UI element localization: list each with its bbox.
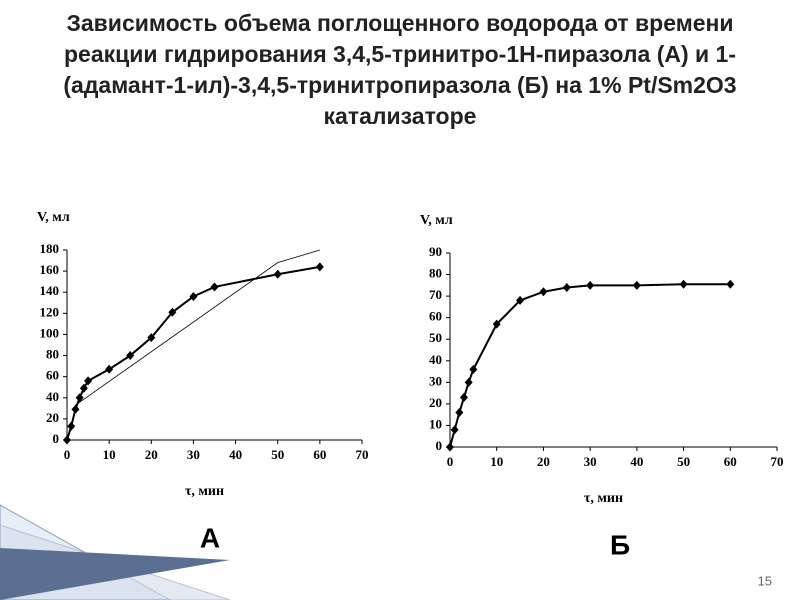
x-tick-label: 60 xyxy=(724,454,737,469)
data-point xyxy=(71,404,80,414)
x-tick-label: 70 xyxy=(356,447,369,462)
series-line xyxy=(75,249,320,406)
data-point xyxy=(168,307,177,317)
page-number: 15 xyxy=(758,573,772,588)
data-point xyxy=(67,421,76,431)
y-tick-label: 50 xyxy=(429,330,442,345)
y-tick-label: 0 xyxy=(436,438,443,453)
y-tick-label: 180 xyxy=(40,241,60,256)
y-tick-label: 120 xyxy=(40,304,60,319)
y-tick-label: 30 xyxy=(429,373,442,388)
x-tick-label: 0 xyxy=(447,454,454,469)
data-point xyxy=(315,262,324,272)
series-line xyxy=(449,283,731,448)
data-point xyxy=(726,279,735,289)
x-tick-label: 30 xyxy=(187,447,200,462)
x-tick-label: 70 xyxy=(771,454,784,469)
slide-title: Зависимость объема поглощенного водорода… xyxy=(63,10,737,129)
x-tick-label: 40 xyxy=(630,454,643,469)
data-point xyxy=(446,442,454,452)
data-point xyxy=(273,269,282,279)
data-point xyxy=(79,383,88,393)
data-point xyxy=(679,279,688,289)
data-point xyxy=(516,295,525,305)
y-tick-label: 80 xyxy=(46,347,59,362)
y-tick-label: 40 xyxy=(46,389,59,404)
y-tick-label: 70 xyxy=(429,287,442,302)
y-tick-label: 10 xyxy=(429,416,442,431)
chart-caption: А xyxy=(200,522,220,553)
data-point xyxy=(460,392,469,402)
y-tick-label: 20 xyxy=(46,410,59,425)
x-tick-label: 10 xyxy=(490,454,503,469)
y-tick-label: 100 xyxy=(40,325,60,340)
data-point xyxy=(105,364,114,374)
y-axis-label: V, мл xyxy=(37,210,70,225)
data-point xyxy=(63,435,71,445)
y-tick-label: 140 xyxy=(40,283,60,298)
x-tick-label: 50 xyxy=(677,454,690,469)
data-point xyxy=(455,408,464,418)
x-tick-label: 20 xyxy=(537,454,550,469)
y-tick-label: 60 xyxy=(429,309,442,324)
x-tick-label: 30 xyxy=(584,454,597,469)
data-point xyxy=(464,377,473,387)
x-tick-label: 60 xyxy=(313,447,326,462)
data-point xyxy=(539,287,548,297)
y-tick-label: 20 xyxy=(429,395,442,410)
chart-caption: Б xyxy=(610,529,630,560)
data-point xyxy=(147,333,156,343)
data-point xyxy=(126,351,135,361)
y-tick-label: 40 xyxy=(429,352,442,367)
data-point xyxy=(75,393,84,403)
y-tick-label: 80 xyxy=(429,266,442,281)
x-tick-label: 10 xyxy=(103,447,116,462)
data-point xyxy=(210,282,219,292)
data-point xyxy=(84,376,93,386)
x-tick-label: 0 xyxy=(64,447,71,462)
y-axis-label: V, мл xyxy=(420,213,453,228)
data-point xyxy=(562,282,571,292)
x-axis-label: τ, мин xyxy=(185,484,224,499)
data-point xyxy=(189,291,198,301)
x-axis-label: τ, мин xyxy=(584,491,623,506)
data-point xyxy=(492,319,501,329)
y-tick-label: 0 xyxy=(53,431,60,446)
x-tick-label: 40 xyxy=(229,447,242,462)
data-point xyxy=(586,280,595,290)
y-tick-label: 60 xyxy=(46,368,59,383)
x-tick-label: 50 xyxy=(271,447,284,462)
data-point xyxy=(450,425,459,435)
y-tick-label: 90 xyxy=(429,244,442,259)
x-tick-label: 20 xyxy=(145,447,158,462)
data-point xyxy=(632,280,641,290)
decoration xyxy=(0,504,231,600)
y-tick-label: 160 xyxy=(40,262,60,277)
data-point xyxy=(469,364,478,374)
